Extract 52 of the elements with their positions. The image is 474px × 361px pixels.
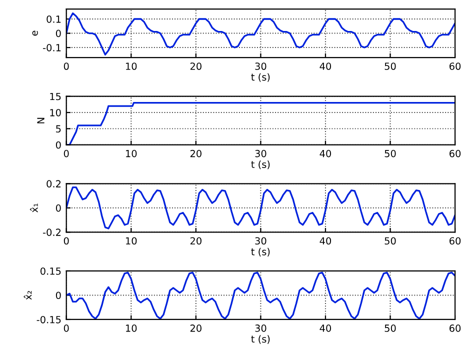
y-tick-label: 0	[56, 204, 61, 212]
x-axis-title: t (s)	[251, 160, 270, 170]
y-tick-label: 0.2	[46, 180, 61, 188]
x-tick-label: 60	[450, 237, 461, 245]
x-tick-label: 30	[255, 324, 266, 332]
y-axis-title: x̂₁	[30, 204, 38, 212]
y-axis-title: e	[32, 30, 38, 36]
y-tick-label: 10	[50, 108, 61, 116]
x-axis-title: t (s)	[251, 248, 270, 256]
x-tick-label: 10	[126, 237, 137, 245]
x-tick-label: 20	[190, 62, 202, 70]
line-series	[66, 272, 456, 320]
y-tick-label: 0.15	[40, 267, 61, 275]
x-axis-title: t (s)	[251, 335, 270, 344]
y-tick-label: 0	[56, 141, 61, 149]
x-tick-label: 40	[320, 237, 332, 245]
x-tick-label: 0	[64, 324, 69, 332]
x-tick-label: 20	[190, 324, 202, 332]
x-tick-label: 50	[384, 150, 396, 158]
y-tick-label: 5	[56, 125, 61, 133]
x-tick-label: 30	[255, 237, 266, 245]
x-tick-label: 20	[190, 237, 202, 245]
x-tick-label: 60	[450, 324, 461, 332]
x-tick-label: 20	[190, 150, 202, 158]
y-tick-label: 15	[50, 92, 61, 100]
x-tick-label: 30	[255, 62, 266, 70]
x-tick-label: 60	[450, 150, 461, 158]
x-tick-label: 40	[320, 150, 332, 158]
y-tick-label: -0.2	[43, 228, 61, 236]
x-tick-label: 40	[320, 62, 332, 70]
y-tick-label: -0.15	[36, 316, 61, 324]
y-axis-title: x̂₂	[24, 291, 32, 300]
y-tick-label: 0	[56, 30, 61, 38]
x-tick-label: 60	[450, 62, 461, 70]
x-tick-label: 50	[384, 237, 396, 245]
x-tick-label: 50	[384, 324, 396, 332]
x-tick-label: 0	[64, 62, 69, 70]
line-series	[66, 186, 456, 230]
x-axis-title: t (s)	[251, 73, 270, 82]
x-tick-label: 0	[64, 150, 69, 158]
x-tick-label: 40	[320, 324, 332, 332]
x-tick-label: 50	[384, 62, 396, 70]
y-tick-label: 0	[56, 292, 61, 300]
y-axis-title: N	[37, 118, 44, 124]
y-tick-label: -0.1	[43, 44, 61, 52]
line-series	[66, 12, 456, 56]
x-tick-label: 10	[126, 150, 137, 158]
x-tick-label: 10	[126, 62, 137, 70]
x-tick-label: 30	[255, 150, 266, 158]
x-tick-label: 0	[64, 237, 69, 245]
x-tick-label: 10	[126, 324, 137, 332]
y-tick-label: 0.1	[46, 15, 61, 23]
